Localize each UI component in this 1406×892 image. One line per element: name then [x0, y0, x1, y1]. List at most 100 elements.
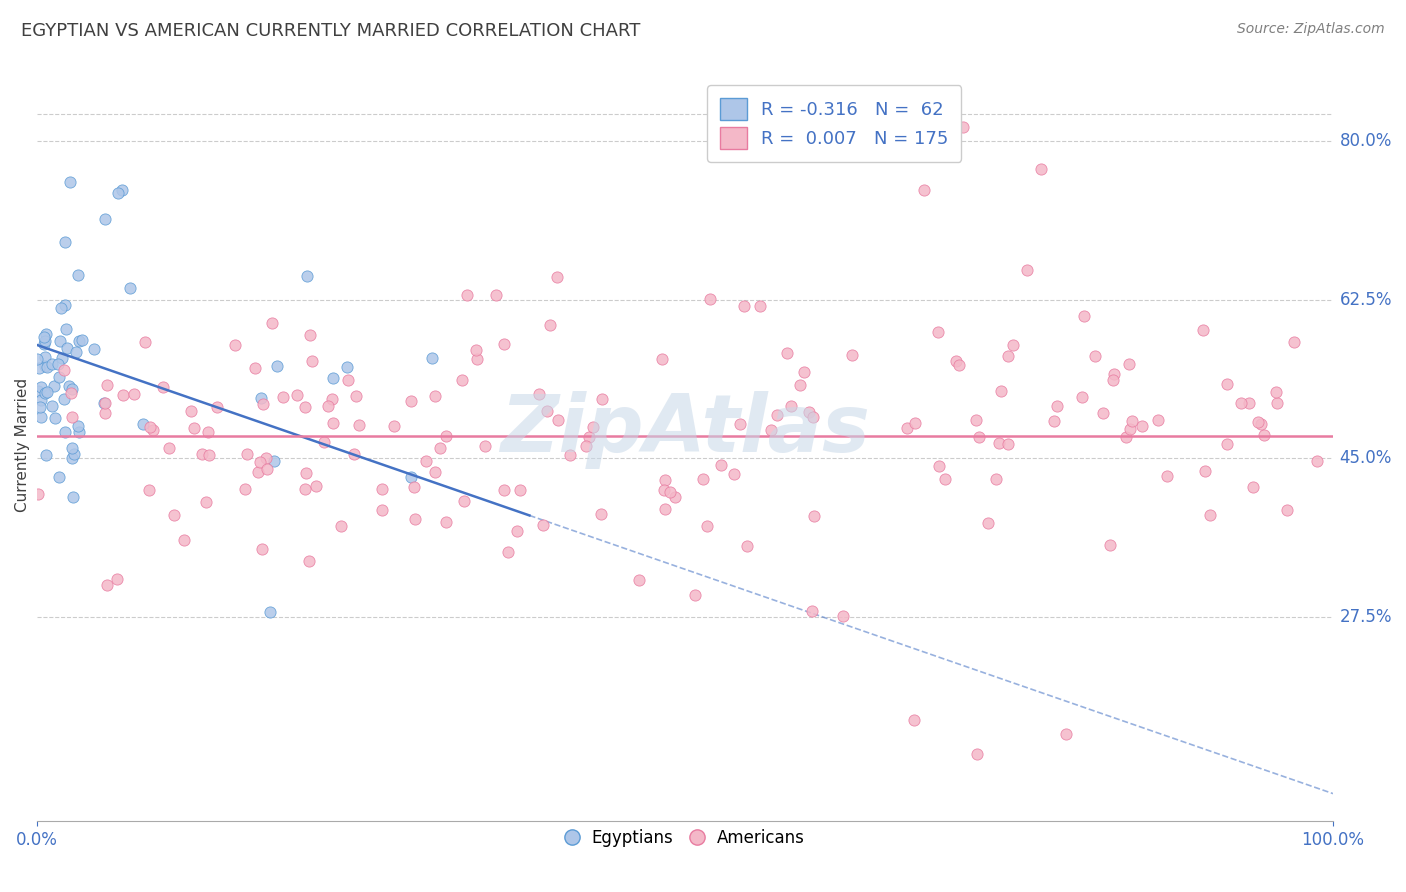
Point — [34, 359, 56, 374]
Point — [927, 325, 949, 339]
Point — [423, 389, 446, 403]
Point — [93, 396, 115, 410]
Point — [1054, 726, 1077, 740]
Point — [591, 392, 613, 407]
Point — [945, 354, 967, 368]
Point — [53, 392, 76, 407]
Point — [453, 494, 475, 508]
Point — [1247, 415, 1270, 429]
Point — [142, 423, 165, 437]
Point — [928, 459, 950, 474]
Point — [952, 120, 974, 134]
Point — [111, 183, 134, 197]
Point — [1001, 338, 1024, 352]
Point — [49, 301, 72, 316]
Point — [659, 484, 682, 499]
Point — [1083, 349, 1105, 363]
Point — [30, 380, 52, 394]
Point — [429, 441, 451, 455]
Point — [56, 341, 79, 355]
Point — [1275, 503, 1298, 517]
Point — [183, 420, 205, 434]
Point — [965, 413, 987, 427]
Point — [235, 483, 257, 497]
Point — [298, 328, 321, 343]
Point — [779, 399, 801, 413]
Point — [34, 385, 56, 400]
Point — [250, 541, 273, 556]
Point — [1046, 399, 1069, 413]
Point — [41, 399, 63, 413]
Point — [60, 442, 83, 456]
Point — [1265, 395, 1288, 409]
Point — [494, 483, 516, 497]
Point — [263, 454, 285, 468]
Point — [903, 713, 925, 727]
Point — [664, 490, 686, 504]
Point — [1071, 390, 1094, 404]
Point — [330, 519, 353, 533]
Point — [1015, 262, 1038, 277]
Point — [67, 334, 90, 348]
Point — [498, 545, 520, 559]
Point — [1192, 323, 1215, 337]
Point — [41, 357, 63, 371]
Point — [51, 351, 73, 365]
Point — [224, 338, 246, 352]
Point — [692, 472, 714, 486]
Point — [651, 351, 673, 366]
Point — [60, 382, 83, 396]
Point — [67, 425, 90, 439]
Point — [197, 425, 219, 439]
Point — [474, 439, 496, 453]
Point — [1156, 468, 1178, 483]
Point — [574, 438, 596, 452]
Point — [986, 472, 1008, 486]
Point — [65, 344, 87, 359]
Point — [1042, 414, 1064, 428]
Point — [93, 396, 115, 410]
Point — [1119, 422, 1142, 436]
Point — [105, 572, 128, 586]
Point — [55, 298, 77, 312]
Point — [48, 334, 70, 348]
Point — [254, 451, 277, 466]
Point — [37, 359, 59, 374]
Point — [301, 353, 323, 368]
Point — [967, 430, 990, 444]
Point — [322, 416, 344, 430]
Point — [538, 318, 561, 332]
Point — [578, 430, 600, 444]
Point — [533, 517, 555, 532]
Point — [30, 409, 52, 424]
Point — [948, 358, 970, 372]
Point — [536, 403, 558, 417]
Legend: Egyptians, Americans: Egyptians, Americans — [558, 822, 811, 854]
Point — [415, 454, 437, 468]
Point — [485, 288, 508, 302]
Point — [197, 448, 219, 462]
Point — [96, 378, 118, 392]
Point — [48, 470, 70, 484]
Point — [67, 268, 90, 282]
Text: Source: ZipAtlas.com: Source: ZipAtlas.com — [1237, 22, 1385, 37]
Text: ZipAtlas: ZipAtlas — [501, 391, 870, 468]
Point — [1147, 413, 1170, 427]
Point — [312, 435, 335, 450]
Point — [28, 360, 51, 375]
Point — [465, 351, 488, 366]
Point — [298, 554, 321, 568]
Point — [60, 386, 83, 401]
Point — [723, 467, 745, 482]
Point — [456, 288, 478, 302]
Text: 27.5%: 27.5% — [1340, 607, 1392, 626]
Point — [305, 479, 328, 493]
Point — [371, 503, 394, 517]
Point — [249, 455, 271, 469]
Point — [107, 186, 129, 201]
Point — [904, 416, 927, 430]
Point — [527, 386, 550, 401]
Point — [138, 483, 160, 498]
Point — [801, 604, 824, 618]
Point — [27, 384, 49, 398]
